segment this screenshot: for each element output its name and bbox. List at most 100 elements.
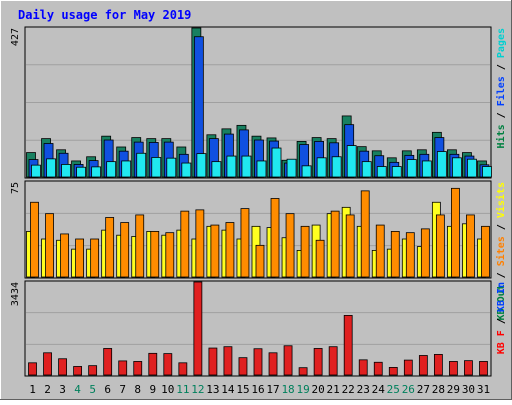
- bar-pages-day-27: [421, 160, 432, 178]
- bar-sites-day-21: [330, 210, 340, 278]
- bar-sites-day-12: [195, 209, 205, 278]
- day-label-21: 21: [327, 383, 340, 396]
- bar-sites-day-25: [390, 230, 400, 278]
- legend-item-pages: Pages: [496, 28, 507, 58]
- y-max-label-top: 427: [10, 28, 21, 46]
- day-label-16: 16: [251, 383, 264, 396]
- bar-kb-f-day-22: [343, 315, 353, 376]
- bar-kb-f-day-17: [268, 352, 278, 376]
- bar-pages-day-24: [376, 166, 387, 178]
- legend-separator: /: [496, 266, 507, 284]
- legend-item-sites: Sites: [495, 236, 507, 266]
- bar-sites-day-17: [270, 198, 280, 278]
- legend-middle: KB Out / Sites / Visits: [495, 182, 507, 320]
- bar-pages-day-26: [406, 159, 417, 178]
- bar-pages-day-7: [121, 160, 132, 178]
- chart-panels: 427 Hits / Files / Pages 75 KB Out / Sites …: [10, 26, 507, 377]
- bar-sites-day-29: [451, 187, 460, 278]
- bar-kb-f-day-20: [313, 348, 323, 376]
- bar-kb-f-day-24: [373, 361, 383, 376]
- bar-pages-day-6: [106, 161, 117, 178]
- day-label-7: 7: [119, 383, 126, 396]
- legend-item-kb-f: KB F: [496, 330, 507, 354]
- bar-pages-day-22: [346, 145, 357, 178]
- bar-sites-day-5: [90, 238, 100, 278]
- day-label-24: 24: [372, 383, 386, 396]
- bar-sites-day-1: [30, 201, 39, 278]
- bar-pages-day-4: [76, 166, 86, 178]
- day-label-12: 12: [191, 383, 204, 396]
- bar-kb-f-day-6: [103, 348, 113, 376]
- chart-title: Daily usage for May 2019: [18, 8, 191, 22]
- day-label-26: 26: [402, 383, 415, 396]
- bar-sites-day-11: [180, 210, 190, 278]
- bar-kb-f-day-16: [253, 348, 263, 376]
- legend-item-hits: Hits: [495, 124, 507, 148]
- bar-kb-f-day-2: [43, 352, 52, 376]
- day-label-31: 31: [477, 383, 490, 396]
- bar-kb-f-day-25: [388, 367, 398, 376]
- day-label-4: 4: [74, 383, 81, 396]
- day-label-22: 22: [342, 383, 355, 396]
- day-label-14: 14: [221, 383, 235, 396]
- bar-pages-day-13: [211, 161, 222, 178]
- day-label-11: 11: [176, 383, 189, 396]
- bar-sites-day-14: [225, 222, 235, 278]
- bar-pages-day-8: [136, 152, 147, 178]
- y-max-label-middle: 75: [10, 182, 21, 194]
- day-label-2: 2: [44, 383, 51, 396]
- day-label-13: 13: [206, 383, 219, 396]
- y-max-label-bottom: 3434: [10, 282, 21, 306]
- bar-kb-f-day-14: [223, 346, 233, 376]
- bar-sites-day-15: [240, 208, 250, 278]
- bar-kb-f-day-30: [464, 360, 473, 376]
- legend-separator: /: [496, 106, 507, 124]
- day-label-5: 5: [89, 383, 96, 396]
- day-label-18: 18: [281, 383, 294, 396]
- bar-kb-f-day-26: [403, 359, 413, 376]
- bar-kb-f-day-13: [208, 347, 218, 376]
- bar-kb-f-day-12: [193, 281, 203, 376]
- bar-pages-day-21: [331, 156, 342, 178]
- bar-pages-day-12: [196, 153, 207, 178]
- bar-pages-day-15: [241, 155, 252, 178]
- bar-sites-day-2: [45, 213, 54, 278]
- bar-sites-day-28: [435, 214, 445, 278]
- bar-sites-day-6: [105, 217, 115, 278]
- bar-pages-day-1: [31, 164, 41, 178]
- bar-pages-day-17: [271, 147, 282, 178]
- legend-item-visits: Visits: [495, 182, 507, 218]
- day-label-27: 27: [417, 383, 430, 396]
- bar-sites-day-18: [285, 213, 295, 278]
- bar-pages-day-30: [467, 158, 477, 178]
- x-axis-day-labels: 1 2 3 4 5 6 7 8 9 10 11 12 13 14 15 16 17 18 19 20 21 22 23 24 2…: [29, 383, 490, 396]
- bar-kb-f-day-8: [133, 361, 143, 376]
- bar-sites-day-9: [150, 230, 160, 278]
- day-label-1: 1: [29, 383, 36, 396]
- legend-item-kb-out: KB Out: [496, 284, 507, 320]
- bar-kb-f-day-29: [449, 361, 458, 376]
- bar-pages-day-5: [91, 166, 102, 178]
- bar-pages-day-16: [256, 160, 267, 178]
- bar-sites-day-16: [255, 244, 265, 278]
- bar-kb-f-day-18: [283, 345, 293, 376]
- day-label-10: 10: [161, 383, 174, 396]
- bar-kb-f-day-9: [148, 352, 158, 376]
- bar-pages-day-10: [166, 157, 177, 178]
- bar-pages-day-25: [391, 166, 402, 178]
- bar-sites-day-13: [210, 224, 220, 278]
- bar-kb-f-day-1: [28, 362, 37, 376]
- bar-sites-day-8: [135, 214, 145, 278]
- bar-pages-day-20: [316, 157, 327, 178]
- legend-bottom: KB F / KB In: [496, 282, 507, 354]
- bar-pages-day-11: [181, 162, 192, 178]
- legend-separator: /: [496, 218, 507, 236]
- bar-pages-day-19: [301, 165, 312, 178]
- day-label-29: 29: [447, 383, 460, 396]
- bar-sites-day-24: [375, 224, 385, 278]
- bar-kb-f-day-23: [358, 359, 368, 376]
- day-label-23: 23: [357, 383, 370, 396]
- bar-kb-f-day-27: [418, 355, 428, 376]
